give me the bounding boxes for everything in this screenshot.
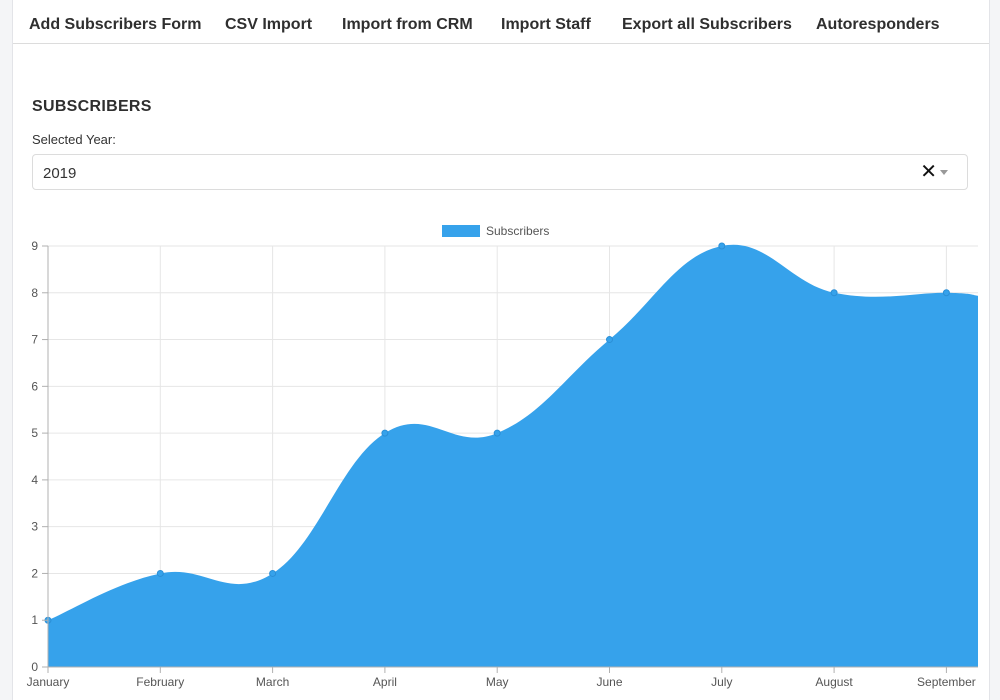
x-tick-label: March — [256, 675, 289, 689]
chart-area-layer — [44, 242, 978, 667]
y-tick-label: 0 — [31, 660, 38, 674]
year-select-value: 2019 — [43, 165, 77, 182]
subscribers-chart: 0 1 2 3 4 5 6 7 8 9 January February March April May Ju… — [27, 224, 978, 689]
tab-import-from-crm[interactable]: Import from CRM — [342, 16, 473, 33]
data-point — [156, 569, 164, 577]
y-tick-label: 5 — [31, 426, 38, 440]
y-tick-label: 7 — [31, 333, 38, 347]
data-point — [830, 289, 838, 297]
tab-csv-import[interactable]: CSV Import — [225, 16, 313, 33]
x-tick-label: February — [136, 675, 184, 689]
data-point — [606, 336, 613, 344]
y-tick-label: 6 — [31, 379, 38, 393]
data-point — [269, 569, 277, 577]
year-label: Selected Year: — [32, 132, 116, 147]
data-point — [381, 429, 389, 437]
close-icon[interactable]: ✕ — [920, 161, 937, 183]
chart-axes: 0 1 2 3 4 5 6 7 8 9 January February March April May Ju… — [27, 239, 978, 689]
data-point — [493, 429, 501, 437]
x-tick-label: June — [596, 675, 622, 689]
tab-autoresponders[interactable]: Autoresponders — [816, 16, 940, 33]
data-point — [718, 242, 726, 250]
y-tick-label: 4 — [31, 473, 38, 487]
legend-label: Subscribers — [486, 224, 549, 238]
tab-bar: Add Subscribers Form CSV Import Import f… — [13, 0, 989, 44]
tab-add-subscribers-form[interactable]: Add Subscribers Form — [29, 16, 202, 33]
x-tick-label: August — [815, 675, 853, 689]
y-tick-label: 3 — [31, 520, 38, 534]
x-tick-label: September — [917, 675, 976, 689]
year-select[interactable]: 2019 ✕ — [32, 154, 968, 190]
y-tick-label: 2 — [31, 566, 38, 580]
chart-legend: Subscribers — [442, 224, 549, 238]
x-tick-label: January — [27, 675, 70, 689]
y-tick-label: 1 — [31, 613, 38, 627]
tab-import-staff[interactable]: Import Staff — [501, 16, 591, 33]
legend-swatch — [442, 225, 480, 237]
y-tick-label: 9 — [31, 239, 38, 253]
x-tick-label: July — [711, 675, 732, 689]
tab-export-all-subscribers[interactable]: Export all Subscribers — [622, 16, 792, 33]
section-title: SUBSCRIBERS — [32, 98, 152, 115]
series-area-subscribers — [48, 244, 978, 667]
x-tick-label: April — [373, 675, 397, 689]
y-tick-label: 8 — [31, 286, 38, 300]
data-point — [942, 289, 950, 297]
chevron-down-icon[interactable] — [940, 170, 948, 175]
x-tick-label: May — [486, 675, 509, 689]
